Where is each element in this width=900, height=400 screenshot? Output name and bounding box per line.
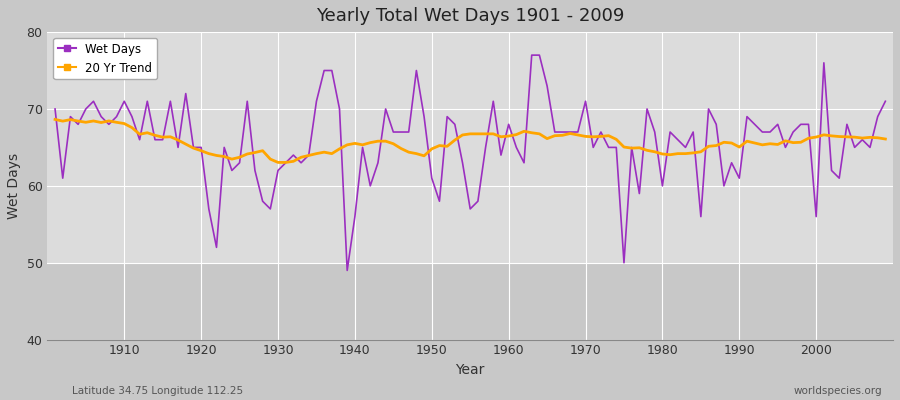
Bar (48, 263, 893, 340)
Y-axis label: Wet Days: Wet Days (7, 153, 21, 219)
Text: worldspecies.org: worldspecies.org (794, 386, 882, 396)
Title: Yearly Total Wet Days 1901 - 2009: Yearly Total Wet Days 1901 - 2009 (316, 7, 625, 25)
X-axis label: Year: Year (455, 363, 485, 377)
Text: Latitude 34.75 Longitude 112.25: Latitude 34.75 Longitude 112.25 (72, 386, 243, 396)
Legend: Wet Days, 20 Yr Trend: Wet Days, 20 Yr Trend (53, 38, 157, 79)
